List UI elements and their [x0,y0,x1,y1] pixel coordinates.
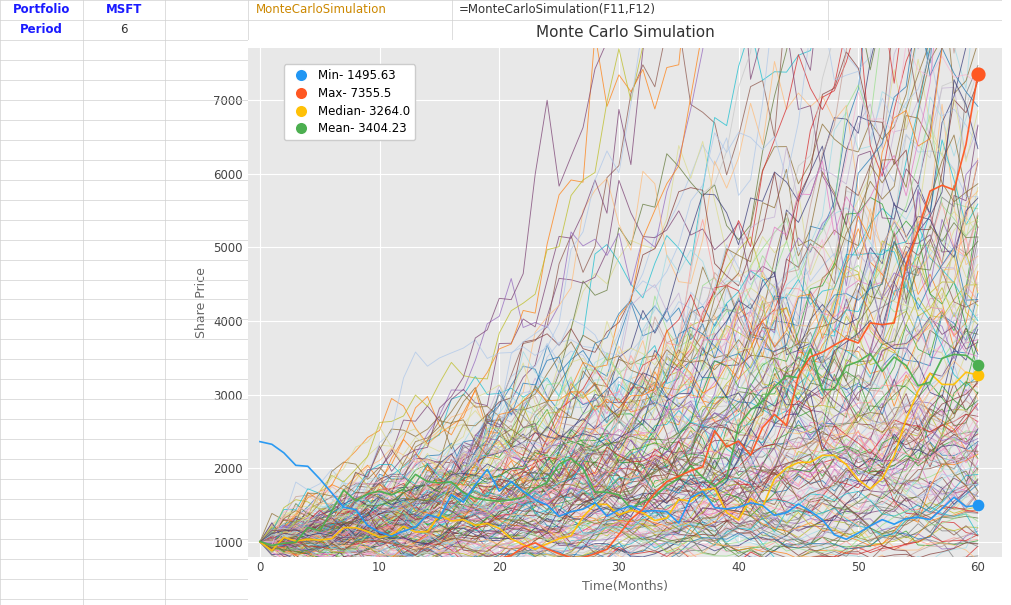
Text: MonteCarloSimulation: MonteCarloSimulation [255,4,386,16]
Point [969,69,985,79]
Text: MSFT: MSFT [106,4,142,16]
Point [969,500,985,510]
X-axis label: Time(Months): Time(Months) [581,580,667,593]
Y-axis label: Share Price: Share Price [195,267,207,338]
Text: =MonteCarloSimulation(F11,F12): =MonteCarloSimulation(F11,F12) [459,4,655,16]
Point [969,370,985,380]
Text: 6: 6 [120,24,127,36]
Title: Monte Carlo Simulation: Monte Carlo Simulation [535,25,714,41]
Point [969,360,985,370]
Legend: Min- 1495.63, Max- 7355.5, Median- 3264.0, Mean- 3404.23: Min- 1495.63, Max- 7355.5, Median- 3264.… [284,65,415,140]
Text: Period: Period [20,24,63,36]
Text: Portfolio: Portfolio [12,4,70,16]
